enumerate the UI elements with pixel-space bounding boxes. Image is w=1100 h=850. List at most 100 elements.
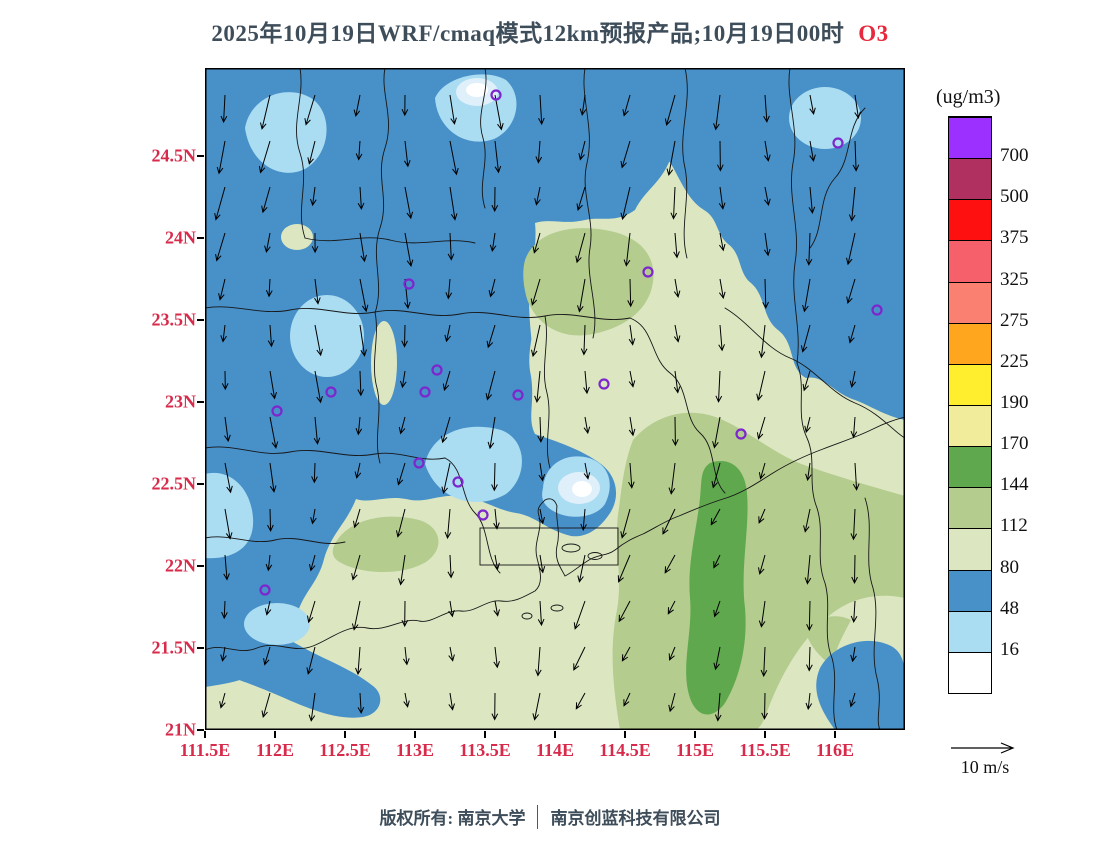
legend-color-step: [949, 569, 991, 611]
wind-arrow: [713, 94, 721, 131]
wind-arrow: [573, 646, 586, 671]
x-axis-tick: [764, 731, 766, 738]
wind-arrow: [224, 508, 233, 540]
x-axis-tick: [694, 731, 696, 738]
wind-arrow: [449, 186, 458, 221]
wind-arrow: [353, 94, 361, 118]
wind-arrow: [401, 600, 409, 628]
wind-arrow: [401, 324, 408, 348]
station-marker: [325, 386, 337, 398]
wind-arrow: [304, 94, 316, 126]
wind-arrow: [803, 508, 811, 533]
y-axis-tick: [197, 565, 204, 567]
wind-arrow: [850, 600, 858, 624]
wind-arrow: [583, 416, 591, 435]
admin-boundaries-shape: [583, 67, 596, 339]
legend-color-step: [949, 240, 991, 282]
wind-arrow: [264, 232, 271, 254]
legend-level-label: 375: [1000, 227, 1029, 249]
wind-arrow: [628, 324, 636, 346]
admin-boundaries-shape: [374, 311, 381, 464]
wind-arrow: [398, 416, 406, 435]
wind-arrow: [849, 692, 856, 708]
station-marker: [477, 509, 489, 521]
wind-arrow: [620, 508, 631, 539]
wind-arrow: [215, 232, 226, 262]
wind-arrow: [538, 508, 545, 525]
wind-arrow: [493, 600, 500, 617]
wind-arrow: [718, 324, 725, 352]
wind-arrow: [396, 508, 406, 538]
station-marker: [512, 389, 524, 401]
wind-arrow: [668, 462, 676, 495]
wind-arrow: [849, 370, 857, 389]
wind-arrow: [355, 646, 362, 676]
wind-arrow: [573, 600, 586, 630]
wind-arrow: [403, 692, 410, 708]
wind-arrow: [269, 370, 277, 400]
wind-arrow-layer: [214, 94, 861, 722]
wind-arrow: [310, 508, 317, 525]
wind-arrow: [531, 324, 541, 358]
forecast-map: [204, 67, 906, 731]
inset-box: [479, 527, 619, 566]
wind-arrow: [712, 416, 721, 449]
wind-arrow: [806, 600, 813, 632]
wind-arrow: [404, 232, 414, 268]
legend-color-step: [949, 528, 991, 570]
x-axis-tick-label: 115E: [675, 740, 715, 760]
wind-arrow: [627, 278, 634, 308]
wind-arrow: [850, 646, 857, 663]
x-axis-tick: [834, 731, 836, 738]
island: [521, 612, 533, 620]
wind-arrow: [351, 600, 361, 631]
admin-boundaries: [204, 67, 906, 731]
wind-arrow: [313, 416, 321, 445]
wind-arrow: [221, 600, 228, 620]
wind-arrow: [758, 600, 766, 628]
wind-arrow: [670, 186, 678, 220]
wind-arrow: [396, 462, 406, 486]
y-axis-tick-label: 21.5N: [151, 637, 197, 658]
x-axis-tick-label: 112E: [255, 740, 295, 760]
wind-arrow: [306, 646, 316, 675]
wind-arrow: [763, 232, 771, 257]
wind-arrow: [311, 232, 319, 254]
legend-level-label: 190: [1000, 391, 1029, 413]
wind-arrow: [359, 278, 369, 313]
admin-boundaries-shape: [796, 362, 838, 731]
station-marker: [431, 364, 443, 376]
wind-arrow: [575, 232, 586, 264]
wind-arrow: [269, 416, 279, 449]
wind-arrow: [494, 94, 504, 131]
legend-level-label: 16: [1000, 638, 1019, 660]
legend-unit: (ug/m3): [936, 86, 1001, 108]
wind-arrow: [448, 692, 455, 711]
wind-arrow: [442, 370, 451, 392]
wind-arrow: [403, 140, 411, 168]
wind-arrow: [357, 692, 365, 715]
wind-arrow: [800, 324, 811, 353]
x-axis-tick: [624, 731, 626, 738]
legend-color-step: [949, 199, 991, 241]
station-marker: [403, 278, 415, 290]
y-axis-tick: [197, 647, 204, 649]
admin-boundaries-shape: [204, 536, 346, 544]
x-axis-tick-label: 111.5E: [179, 740, 231, 760]
wind-arrow: [269, 462, 277, 493]
wind-arrow: [718, 186, 726, 210]
admin-boundaries-shape: [304, 237, 476, 244]
wind-arrow: [491, 462, 498, 492]
wind-arrow: [718, 278, 726, 300]
wind-arrow: [538, 462, 546, 482]
legend-color-step: [949, 446, 991, 488]
admin-boundaries-shape: [480, 67, 487, 209]
wind-arrow: [714, 692, 722, 722]
wind-arrow: [710, 508, 721, 526]
wind-arrow: [761, 692, 768, 720]
wind-arrow: [628, 370, 636, 388]
wind-arrow: [353, 508, 361, 529]
legend-colorbar: [948, 116, 992, 694]
wind-arrow: [848, 186, 856, 222]
wind-arrow: [220, 94, 228, 124]
